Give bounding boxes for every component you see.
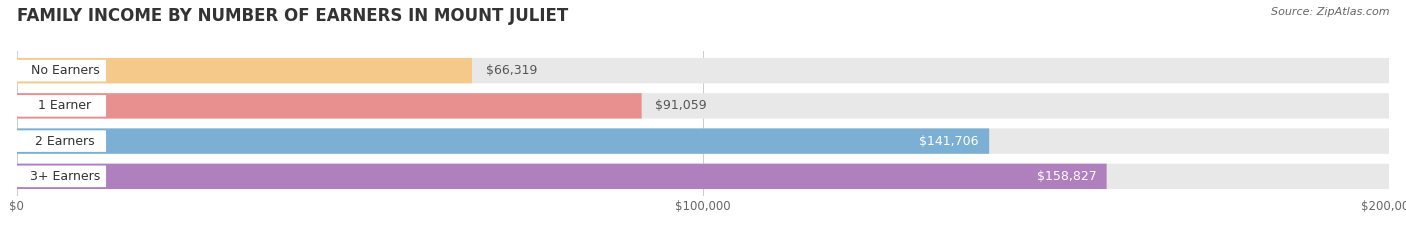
Text: $91,059: $91,059 <box>655 99 707 112</box>
Text: $66,319: $66,319 <box>485 64 537 77</box>
Text: $141,706: $141,706 <box>920 135 979 148</box>
Text: No Earners: No Earners <box>31 64 100 77</box>
FancyBboxPatch shape <box>17 128 1389 154</box>
FancyBboxPatch shape <box>14 166 105 187</box>
FancyBboxPatch shape <box>17 58 472 83</box>
Text: FAMILY INCOME BY NUMBER OF EARNERS IN MOUNT JULIET: FAMILY INCOME BY NUMBER OF EARNERS IN MO… <box>17 7 568 25</box>
FancyBboxPatch shape <box>17 93 1389 119</box>
Text: Source: ZipAtlas.com: Source: ZipAtlas.com <box>1271 7 1389 17</box>
FancyBboxPatch shape <box>14 60 105 81</box>
FancyBboxPatch shape <box>14 130 105 152</box>
Text: $158,827: $158,827 <box>1036 170 1097 183</box>
Text: 1 Earner: 1 Earner <box>38 99 91 112</box>
FancyBboxPatch shape <box>17 164 1389 189</box>
FancyBboxPatch shape <box>17 93 641 119</box>
FancyBboxPatch shape <box>17 58 1389 83</box>
Text: 3+ Earners: 3+ Earners <box>30 170 100 183</box>
FancyBboxPatch shape <box>14 95 105 117</box>
FancyBboxPatch shape <box>17 128 990 154</box>
Text: 2 Earners: 2 Earners <box>35 135 94 148</box>
FancyBboxPatch shape <box>17 164 1107 189</box>
